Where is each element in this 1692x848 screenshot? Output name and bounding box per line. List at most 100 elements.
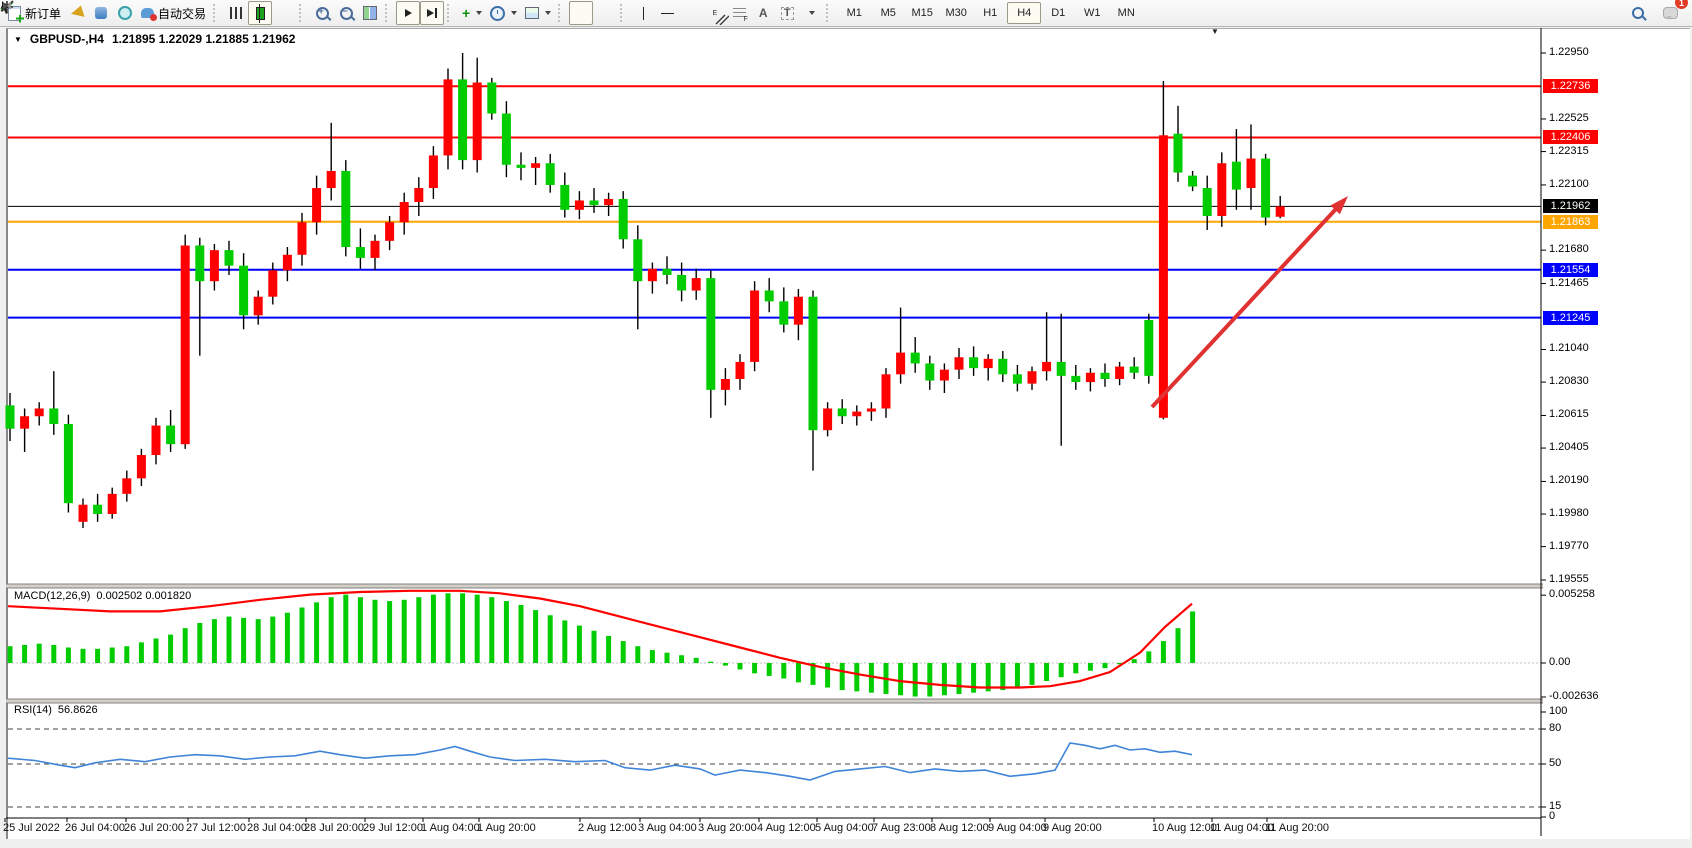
time-axis-label: 5 Aug 04:00 bbox=[815, 822, 874, 834]
timeframe-w1[interactable]: W1 bbox=[1083, 7, 1101, 19]
cursor-button[interactable] bbox=[2, 1, 594, 25]
price-level-label: 1.21962 bbox=[1543, 199, 1598, 214]
rsi-axis-label: 50 bbox=[1549, 757, 1562, 769]
text-button[interactable]: A bbox=[751, 1, 775, 25]
toolbar-right: 1 bbox=[1626, 0, 1688, 25]
auto-scroll-button[interactable] bbox=[396, 1, 421, 25]
horizontal-line-button[interactable] bbox=[655, 1, 679, 25]
hline-icon bbox=[660, 12, 674, 14]
price-level-label: 1.21245 bbox=[1543, 310, 1598, 325]
line-chart-button[interactable] bbox=[0, 1, 296, 25]
horn-icon bbox=[69, 5, 85, 21]
time-axis-label: 29 Jul 12:00 bbox=[363, 822, 423, 834]
time-axis-label: 28 Jul 20:00 bbox=[304, 822, 364, 834]
price-axis-label: 1.21680 bbox=[1549, 243, 1589, 256]
bar-chart-button[interactable] bbox=[224, 1, 248, 25]
time-axis-label: 4 Aug 12:00 bbox=[757, 822, 816, 834]
price-axis-label: 1.19555 bbox=[1549, 573, 1589, 585]
toolbar-group bbox=[1, 1, 617, 25]
toolbar-separator bbox=[213, 4, 219, 22]
rsi-label: RSI(14) 56.8626 bbox=[14, 704, 98, 716]
toolbar-separator bbox=[826, 4, 832, 22]
timeframe-h1[interactable]: H1 bbox=[983, 7, 998, 19]
search-icon bbox=[1632, 7, 1644, 19]
search-button[interactable] bbox=[1626, 1, 1650, 25]
zoom-in-button[interactable]: + bbox=[310, 1, 334, 25]
zoom-out-button[interactable]: − bbox=[334, 1, 358, 25]
time-axis[interactable] bbox=[8, 819, 1541, 839]
rsi-axis-label: 80 bbox=[1549, 722, 1562, 734]
macd-axis-label: -0.002636 bbox=[1549, 690, 1599, 702]
text-label-button[interactable]: T bbox=[775, 1, 799, 25]
timeframe-m5[interactable]: M5 bbox=[880, 7, 896, 19]
candlestick-button[interactable] bbox=[248, 1, 273, 25]
timeframe-h4[interactable]: H4 bbox=[1007, 2, 1042, 24]
time-axis-label: 1 Aug 20:00 bbox=[477, 822, 536, 834]
periods-button[interactable] bbox=[486, 1, 521, 25]
time-axis-label: 26 Jul 20:00 bbox=[124, 822, 184, 834]
timeframe-d1[interactable]: D1 bbox=[1051, 7, 1066, 19]
alerts-button[interactable] bbox=[65, 1, 89, 25]
time-axis-label: 1 Aug 04:00 bbox=[421, 822, 480, 834]
toolbar-group: AT bbox=[0, 0, 823, 25]
crosshair-button[interactable] bbox=[1, 1, 617, 25]
timeframe-mn[interactable]: MN bbox=[1117, 7, 1135, 19]
time-axis-label: 7 Aug 23:00 bbox=[872, 822, 931, 834]
time-axis-label: 9 Aug 20:00 bbox=[1043, 822, 1102, 834]
zoom-in-icon: + bbox=[315, 6, 329, 20]
rsi-name: RSI(14) bbox=[14, 704, 52, 716]
price-axis-label: 1.20615 bbox=[1549, 408, 1589, 421]
equidistant-channel-button[interactable] bbox=[703, 1, 730, 25]
timeframe-m15[interactable]: M15 bbox=[911, 7, 933, 19]
chart-plot-area[interactable] bbox=[8, 29, 1541, 818]
price-level-label: 1.21554 bbox=[1543, 262, 1598, 277]
toolbar-group: + − bbox=[310, 1, 382, 25]
toolbar-separator bbox=[385, 4, 391, 22]
chart-shift-marker[interactable]: ▼ bbox=[1211, 27, 1219, 36]
macd-axis-label: 0.005258 bbox=[1549, 588, 1595, 601]
collapse-icon[interactable]: ▼ bbox=[14, 34, 22, 44]
fibonacci-button[interactable] bbox=[727, 1, 751, 25]
time-axis-label: 25 Jul 2022 bbox=[3, 822, 60, 834]
time-axis-label: 11 Aug 20:00 bbox=[1265, 822, 1330, 834]
price-axis-label: 1.20190 bbox=[1549, 474, 1589, 487]
price-axis-label: 1.19770 bbox=[1549, 539, 1589, 552]
timeframe-m30[interactable]: M30 bbox=[945, 7, 967, 19]
price-level-label: 1.22736 bbox=[1543, 79, 1598, 94]
periods-icon bbox=[490, 5, 506, 21]
new-order-button[interactable]: 新订单 bbox=[4, 1, 65, 25]
community-profile-button[interactable] bbox=[89, 1, 113, 25]
templates-icon bbox=[525, 7, 540, 19]
new-order-icon bbox=[8, 5, 21, 21]
time-axis-label: 3 Aug 20:00 bbox=[698, 822, 757, 834]
notification-badge: 1 bbox=[1675, 0, 1688, 9]
chat-icon bbox=[1662, 7, 1678, 19]
time-axis-label: 3 Aug 04:00 bbox=[638, 822, 697, 834]
tile-windows-button[interactable] bbox=[358, 1, 382, 25]
rsi-axis-label: 100 bbox=[1549, 705, 1568, 717]
timeframe-m1[interactable]: M1 bbox=[846, 7, 862, 19]
chart-window bbox=[6, 28, 1690, 839]
indicators-button[interactable]: + bbox=[458, 1, 486, 25]
toolbar-group: + bbox=[458, 1, 555, 25]
time-axis-label: 28 Jul 04:00 bbox=[247, 822, 307, 834]
vertical-line-button[interactable] bbox=[631, 1, 655, 25]
templates-button[interactable] bbox=[521, 1, 555, 25]
toolbar-separator bbox=[558, 4, 564, 22]
chart-shift-button[interactable] bbox=[420, 1, 445, 25]
time-axis-label: 27 Jul 12:00 bbox=[186, 822, 246, 834]
time-axis-label: 8 Aug 12:00 bbox=[930, 822, 989, 834]
shapes-button[interactable] bbox=[3, 1, 823, 25]
signal-icon bbox=[118, 6, 133, 20]
price-axis-label: 1.21465 bbox=[1549, 276, 1589, 289]
community-chat-button[interactable]: 1 bbox=[1658, 0, 1688, 25]
autotrade-button[interactable]: 自动交易 bbox=[137, 1, 210, 25]
price-axis-label: 1.22315 bbox=[1549, 144, 1589, 157]
price-axis-label: 1.22525 bbox=[1549, 111, 1589, 124]
signals-button[interactable] bbox=[113, 1, 137, 25]
time-axis-label: 11 Aug 04:00 bbox=[1210, 822, 1275, 834]
price-axis[interactable] bbox=[1542, 29, 1692, 818]
price-axis-label: 1.19980 bbox=[1549, 507, 1589, 520]
trendline-button[interactable] bbox=[0, 0, 703, 25]
